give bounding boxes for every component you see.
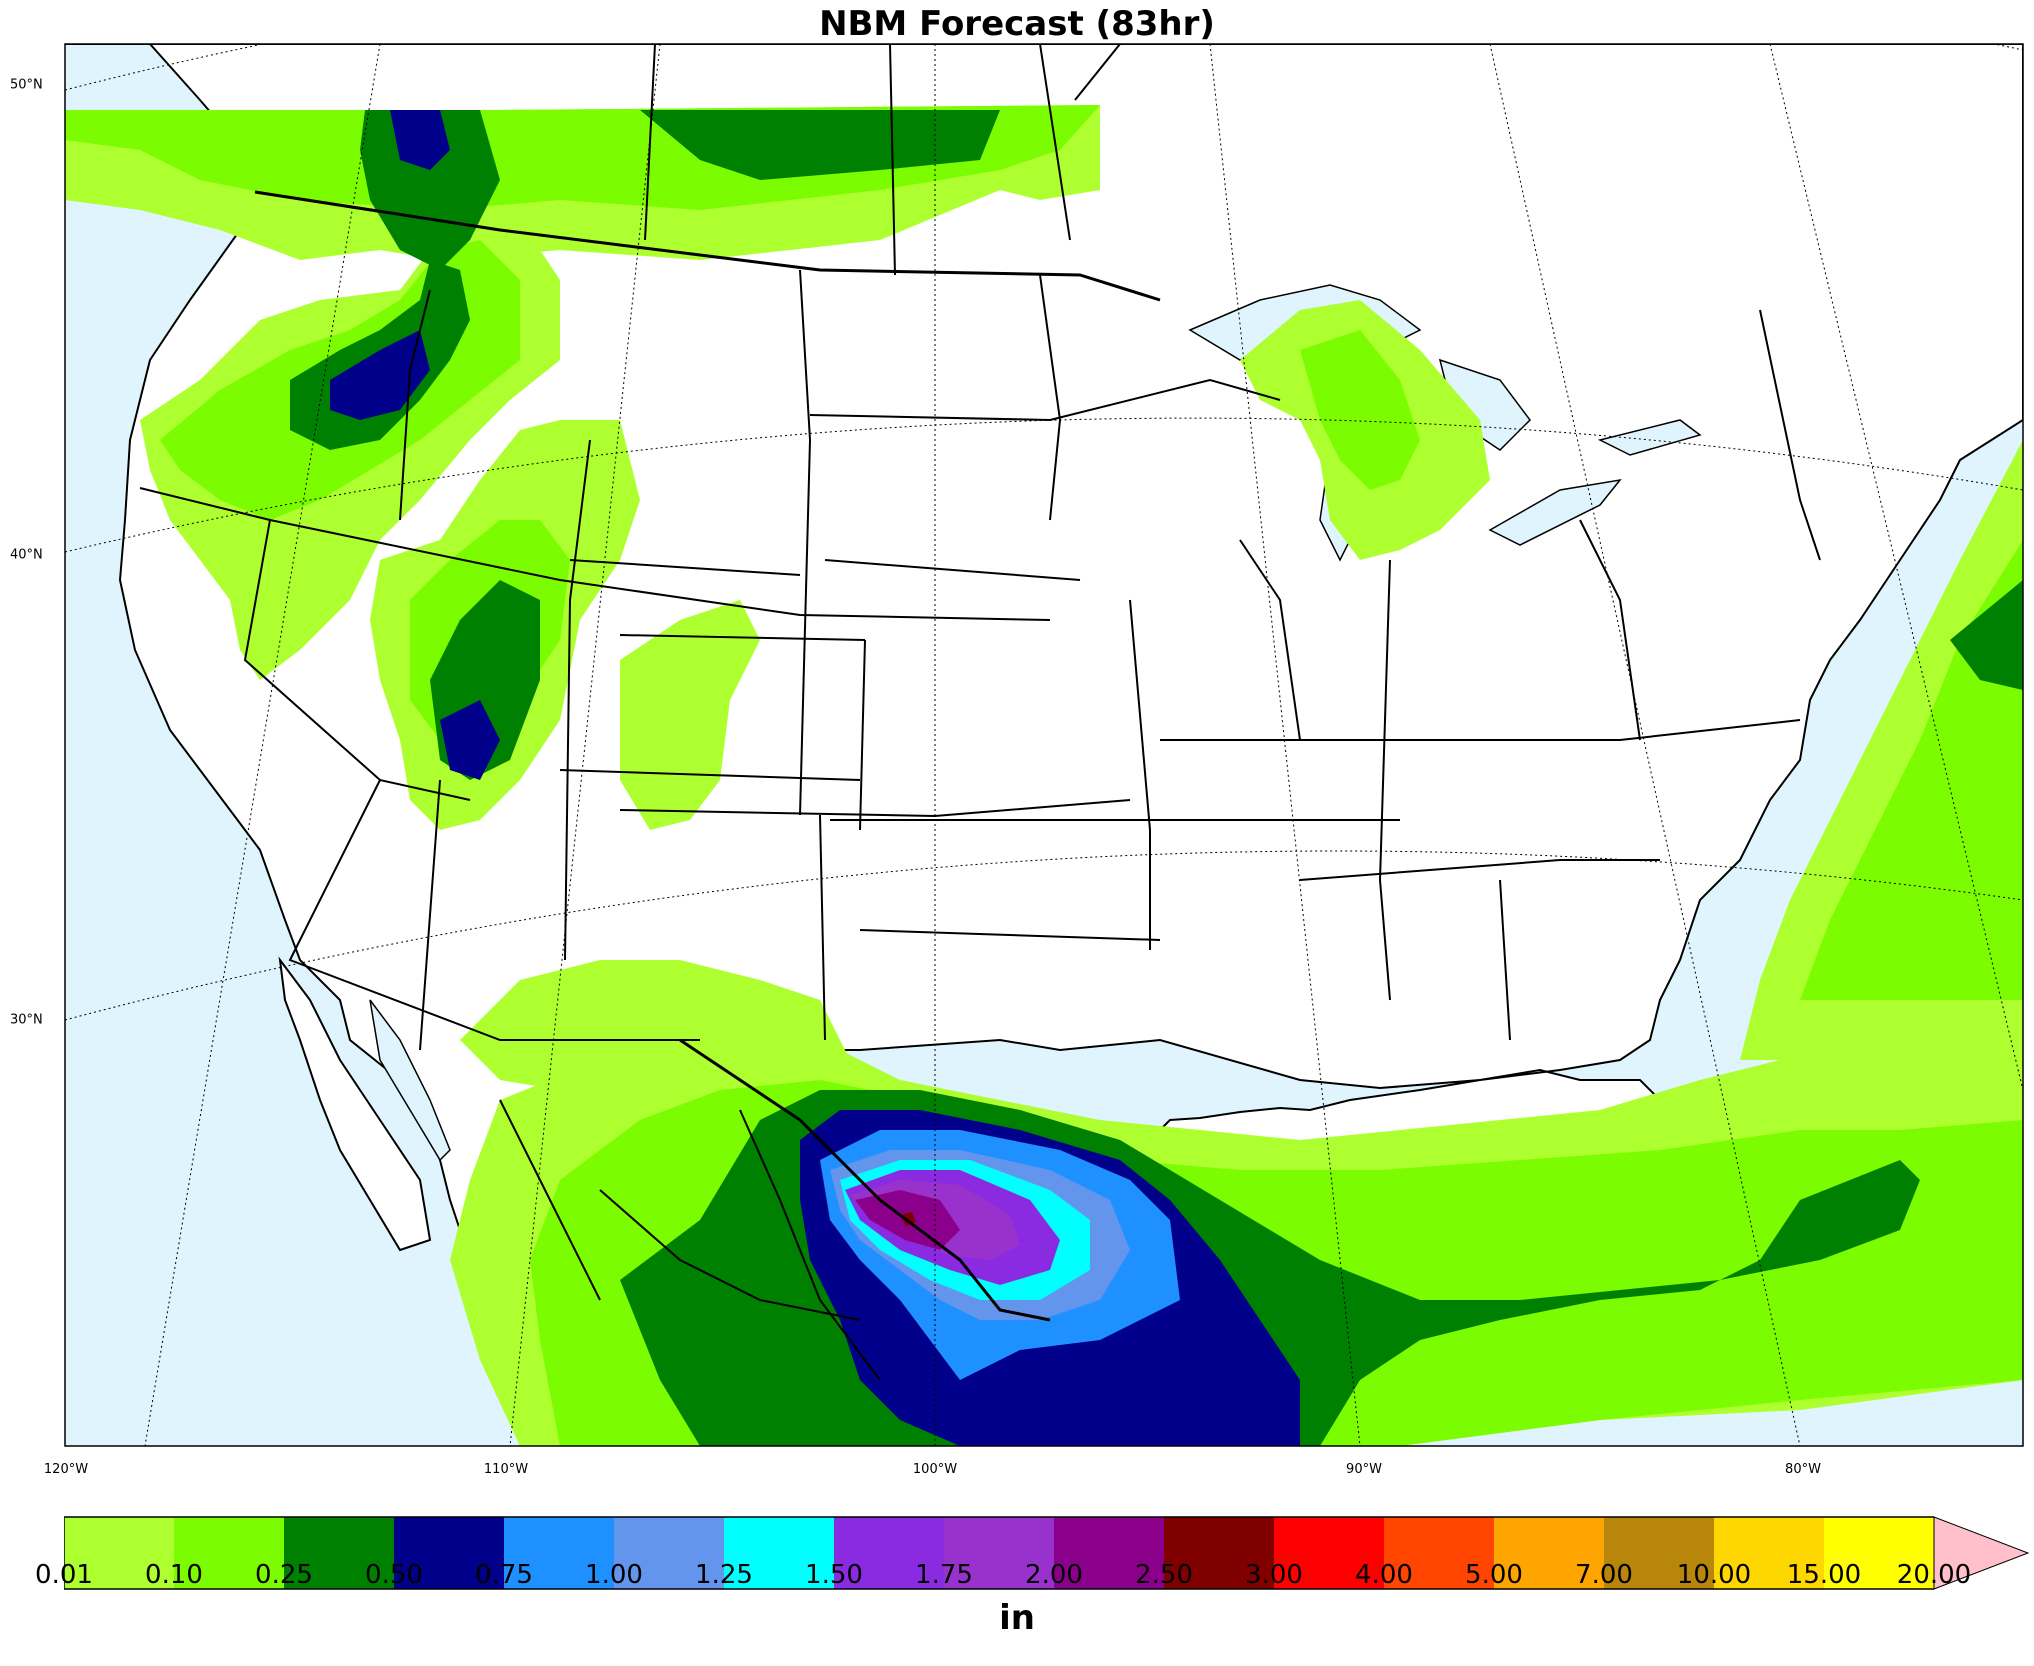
- colorbar-segment: [1384, 1517, 1494, 1589]
- map-title: NBM Forecast (83hr): [819, 4, 1215, 44]
- colorbar-tick-label: 15.00: [1786, 1560, 1862, 1590]
- baja-california: [278, 956, 432, 1252]
- map-frame: [64, 43, 2024, 1447]
- colorbar-tick-label: 0.50: [365, 1560, 423, 1590]
- lon-label-100: 100°W: [912, 1462, 958, 1477]
- colorbar-segment: [394, 1517, 504, 1589]
- colorbar-tick-label: 2.00: [1025, 1560, 1083, 1590]
- colorbar-segment: [504, 1517, 614, 1589]
- colorbar-tick-label: 2.50: [1135, 1560, 1193, 1590]
- lon-label-120: 120°W: [43, 1462, 89, 1477]
- colorbar-segment: [944, 1517, 1054, 1589]
- colorbar-tick-label: 3.00: [1245, 1560, 1303, 1590]
- precip-layer: [65, 105, 2023, 1446]
- colorbar: [64, 1516, 2030, 1590]
- colorbar-tick-label: 0.10: [145, 1560, 203, 1590]
- colorbar-segment: [1714, 1517, 1824, 1589]
- colorbar-tick-label: 7.00: [1575, 1560, 1633, 1590]
- colorbar-tick-label: 1.75: [915, 1560, 973, 1590]
- colorbar-segment: [284, 1517, 394, 1589]
- colorbar-overflow-arrow: [1933, 1516, 2030, 1590]
- colorbar-segment: [1604, 1517, 1714, 1589]
- colorbar-segment: [64, 1517, 174, 1589]
- colorbar-tick-label: 1.50: [805, 1560, 863, 1590]
- colorbar-segment: [834, 1517, 944, 1589]
- lon-label-80: 80°W: [1785, 1462, 1821, 1477]
- colorbar-tick-label: 0.25: [255, 1560, 313, 1590]
- colorbar-tick-label: 0.75: [475, 1560, 533, 1590]
- colorbar-segment: [724, 1517, 834, 1589]
- colorbar-tick-label: 5.00: [1465, 1560, 1523, 1590]
- lat-label-30: 30°N: [10, 1012, 43, 1028]
- colorbar-tick-label: 1.25: [695, 1560, 753, 1590]
- colorbar-segment: [1824, 1517, 1934, 1589]
- colorbar-tick-label: 0.01: [35, 1560, 93, 1590]
- colorbar-segment: [1494, 1517, 1604, 1589]
- lat-label-40: 40°N: [10, 547, 43, 563]
- colorbar-segment: [174, 1517, 284, 1589]
- lon-label-110: 110°W: [483, 1462, 529, 1477]
- units-label: in: [999, 1598, 1035, 1638]
- lat-label-50: 50°N: [10, 77, 43, 93]
- gulf-of-california: [369, 999, 451, 1162]
- graticule: [65, 44, 2023, 1446]
- colorbar-tick-label: 10.00: [1676, 1560, 1752, 1590]
- colorbar-segment: [1164, 1517, 1274, 1589]
- colorbar-tick-label: 4.00: [1355, 1560, 1413, 1590]
- colorbar-segment: [1054, 1517, 1164, 1589]
- state-borders: [139, 44, 1821, 1381]
- colorbar-tick-label: 20.00: [1896, 1560, 1972, 1590]
- colorbar-tick-label: 1.00: [585, 1560, 643, 1590]
- colorbar-segment: [614, 1517, 724, 1589]
- colorbar-segment: [1274, 1517, 1384, 1589]
- lon-label-90: 90°W: [1346, 1462, 1382, 1477]
